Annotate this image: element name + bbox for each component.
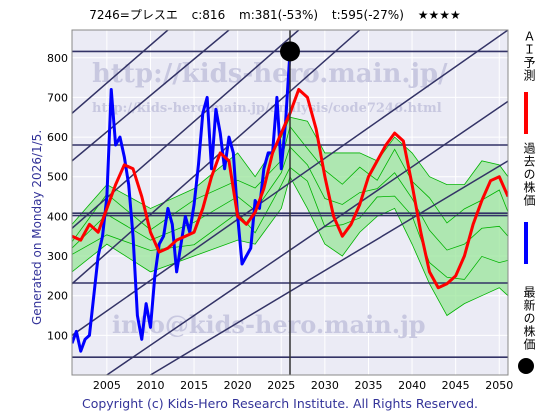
channel-line: [72, 30, 300, 229]
target-price: t:595(-27%): [331, 8, 404, 22]
rating-stars: ★★★★: [417, 8, 461, 22]
y-tick-label: 200: [47, 290, 68, 303]
y-tick-label: 400: [47, 210, 68, 223]
chart-header: 7246=プレスエ c:816 m:381(-53%) t:595(-27%) …: [0, 6, 560, 23]
band-inner-line: [72, 166, 508, 280]
latest-price-dot: [280, 41, 300, 62]
legend-label-latest: 最新の株価: [522, 286, 536, 351]
axes: [71, 29, 509, 376]
y-tick-label: 100: [47, 329, 68, 342]
watermarks: http://kids-hero.main.jp/http://kids-her…: [92, 59, 448, 339]
legend-label-past: 過去の株価: [522, 142, 536, 207]
x-tick-label: 2035: [354, 379, 382, 392]
y-tick-label: 300: [47, 250, 68, 263]
watermark-mid: http://kids-hero.main.jp/analysis/code72…: [92, 101, 442, 116]
channel-line: [72, 30, 169, 114]
x-tick-label: 2020: [224, 379, 252, 392]
trend-channels: [72, 30, 508, 375]
stock-code-name: 7246=プレスエ: [89, 8, 178, 22]
legend: [518, 92, 534, 374]
x-tick-label: 2050: [485, 379, 513, 392]
y-tick-label: 600: [47, 131, 68, 144]
x-tick-label: 2015: [180, 379, 208, 392]
x-tick-label: 2005: [93, 379, 121, 392]
x-tick-label: 2045: [442, 379, 470, 392]
x-tick-label: 2025: [267, 379, 295, 392]
watermark-top: http://kids-hero.main.jp/: [92, 59, 448, 89]
legend-label-ai: ＡＩ予測: [522, 30, 536, 82]
channel-line: [150, 160, 508, 375]
channel-line: [106, 100, 508, 375]
min-price: m:381(-53%): [239, 8, 319, 22]
generated-date: Generated on Monday 2026/1/5.: [30, 129, 44, 325]
channel-line: [72, 30, 361, 285]
y-tick-label: 700: [47, 91, 68, 104]
current-price: c:816: [191, 8, 226, 22]
x-tick-label: 2010: [136, 379, 164, 392]
plot-frame: [71, 29, 509, 376]
x-tick-labels: 2005 2010 2015 2020 2025 2030 2035 2040 2045 2050: [93, 379, 513, 392]
channel-line: [72, 30, 230, 162]
y-tick-label: 800: [47, 52, 68, 65]
y-tick-label: 500: [47, 171, 68, 184]
copyright-footer: Copyright (c) Kids-Hero Research Institu…: [81, 396, 479, 411]
legend-swatch-latest: [518, 358, 534, 374]
x-tick-label: 2040: [398, 379, 426, 392]
legend-swatch-past: [524, 222, 528, 264]
watermark-bottom: info@kids-hero.main.jp: [112, 310, 426, 339]
latest-point: [280, 41, 300, 62]
legend-swatch-ai: [524, 92, 528, 134]
y-tick-labels: 100 200 300 400 500 600 700 800: [47, 52, 68, 343]
x-tick-label: 2030: [311, 379, 339, 392]
